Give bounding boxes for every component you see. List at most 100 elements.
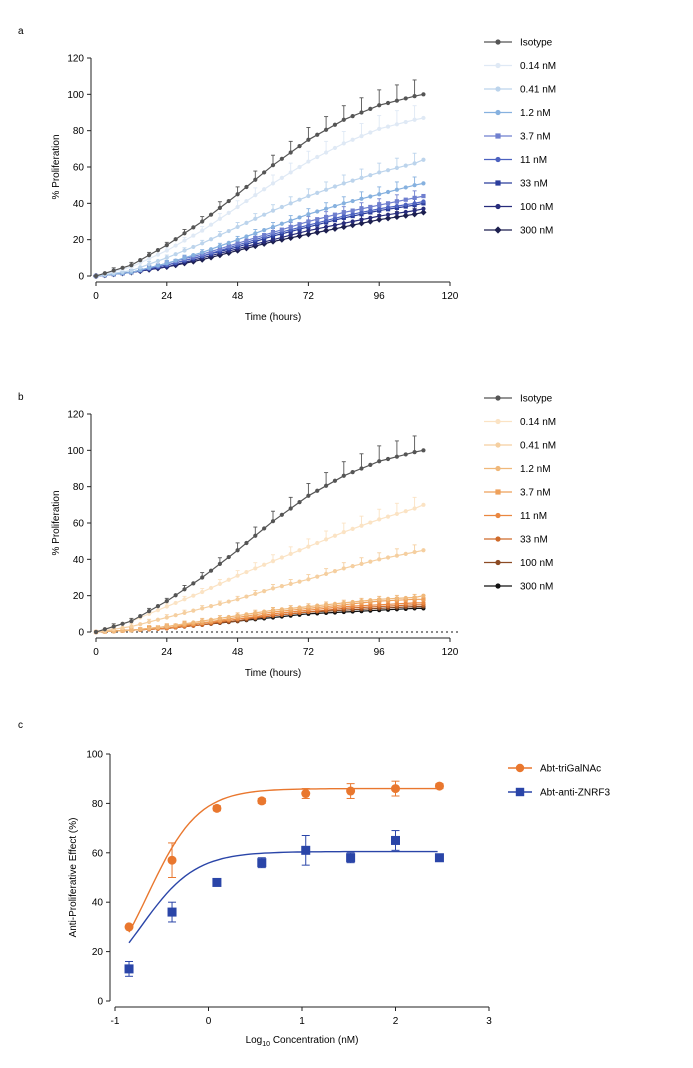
data-point bbox=[217, 233, 222, 238]
data-point bbox=[257, 858, 267, 868]
data-point bbox=[359, 523, 364, 528]
panel-label-a: a bbox=[18, 26, 24, 37]
data-point bbox=[403, 202, 408, 207]
data-point bbox=[288, 581, 293, 586]
data-point bbox=[315, 603, 320, 608]
data-point bbox=[350, 564, 355, 569]
data-point bbox=[217, 581, 222, 586]
data-point bbox=[377, 517, 382, 522]
legend-item: 100 nM bbox=[484, 558, 553, 569]
data-point bbox=[288, 170, 293, 175]
legend-label: 0.14 nM bbox=[520, 417, 556, 428]
data-point bbox=[279, 204, 284, 210]
data-point bbox=[129, 628, 134, 633]
data-point bbox=[301, 845, 311, 855]
data-point bbox=[244, 594, 249, 599]
data-point bbox=[288, 201, 293, 206]
data-point bbox=[341, 566, 346, 571]
series-line bbox=[95, 195, 424, 277]
data-point bbox=[368, 130, 373, 135]
data-point bbox=[208, 617, 214, 622]
data-point bbox=[350, 599, 355, 605]
y-tick-label: 100 bbox=[67, 446, 84, 457]
data-point bbox=[297, 222, 302, 227]
data-point bbox=[394, 454, 399, 459]
data-point bbox=[324, 224, 329, 230]
data-point bbox=[332, 478, 338, 483]
data-point bbox=[173, 252, 178, 257]
data-point bbox=[279, 235, 284, 240]
data-point bbox=[253, 193, 258, 198]
data-point bbox=[279, 584, 284, 589]
panel-b-chart: 0 20 40 60 80 100 120 0 24 48 72 96 120 Time (hours)%… bbox=[51, 394, 556, 680]
data-point bbox=[341, 221, 346, 226]
data-point bbox=[306, 137, 311, 142]
legend-marker bbox=[515, 787, 525, 797]
data-point bbox=[368, 603, 373, 608]
data-point bbox=[102, 271, 107, 276]
legend-marker bbox=[495, 109, 501, 116]
data-point bbox=[244, 540, 249, 546]
data-point bbox=[244, 612, 249, 617]
data-point bbox=[217, 601, 222, 606]
data-point bbox=[341, 210, 346, 215]
data-point bbox=[394, 553, 399, 558]
data-point bbox=[288, 606, 293, 611]
data-point bbox=[394, 601, 399, 606]
legend-label: 11 nM bbox=[520, 511, 547, 522]
data-point bbox=[191, 608, 196, 613]
data-point bbox=[315, 488, 320, 493]
data-point bbox=[217, 616, 222, 621]
x-tick-label: 72 bbox=[303, 291, 315, 302]
data-point bbox=[412, 161, 417, 166]
x-tick-label: 0 bbox=[93, 291, 99, 302]
legend-marker bbox=[495, 156, 501, 163]
data-point bbox=[244, 198, 249, 204]
data-point bbox=[147, 619, 152, 625]
legend-marker bbox=[495, 536, 501, 542]
legend-marker bbox=[495, 442, 501, 448]
data-point bbox=[129, 624, 134, 629]
data-point bbox=[332, 145, 338, 151]
data-point bbox=[279, 227, 284, 232]
series-0-41-nm bbox=[93, 544, 426, 635]
data-point bbox=[208, 237, 214, 242]
data-point bbox=[138, 258, 143, 263]
legend-label: 33 nM bbox=[520, 535, 548, 546]
data-point bbox=[279, 221, 284, 226]
series-isotype bbox=[93, 435, 426, 635]
data-point bbox=[226, 198, 231, 204]
x-tick-label: 96 bbox=[374, 291, 386, 302]
data-point bbox=[402, 212, 409, 219]
data-point bbox=[147, 626, 152, 631]
data-point bbox=[332, 216, 338, 221]
data-point bbox=[368, 106, 373, 111]
data-point bbox=[368, 173, 373, 178]
data-point bbox=[217, 561, 222, 566]
data-point bbox=[359, 206, 364, 211]
data-point bbox=[421, 193, 426, 199]
data-point bbox=[155, 604, 161, 609]
data-point bbox=[200, 250, 205, 255]
legend-marker bbox=[495, 86, 501, 92]
y-tick-label: 20 bbox=[73, 235, 85, 246]
legend-label: 1.2 nM bbox=[520, 108, 551, 119]
legend-marker bbox=[495, 583, 501, 589]
data-point bbox=[288, 551, 293, 556]
data-point bbox=[253, 591, 258, 596]
data-point bbox=[324, 206, 329, 211]
data-point bbox=[208, 222, 214, 227]
data-point bbox=[332, 569, 338, 574]
data-point bbox=[138, 265, 143, 270]
data-point bbox=[235, 573, 240, 578]
data-point bbox=[350, 178, 355, 183]
legend-label: Abt-anti-ZNRF3 bbox=[540, 788, 610, 799]
data-point bbox=[297, 605, 302, 610]
legend-marker bbox=[495, 203, 501, 210]
data-point bbox=[412, 117, 417, 122]
data-point bbox=[164, 248, 169, 253]
legend-marker bbox=[495, 133, 501, 139]
data-point bbox=[332, 533, 338, 538]
data-point bbox=[138, 622, 143, 627]
